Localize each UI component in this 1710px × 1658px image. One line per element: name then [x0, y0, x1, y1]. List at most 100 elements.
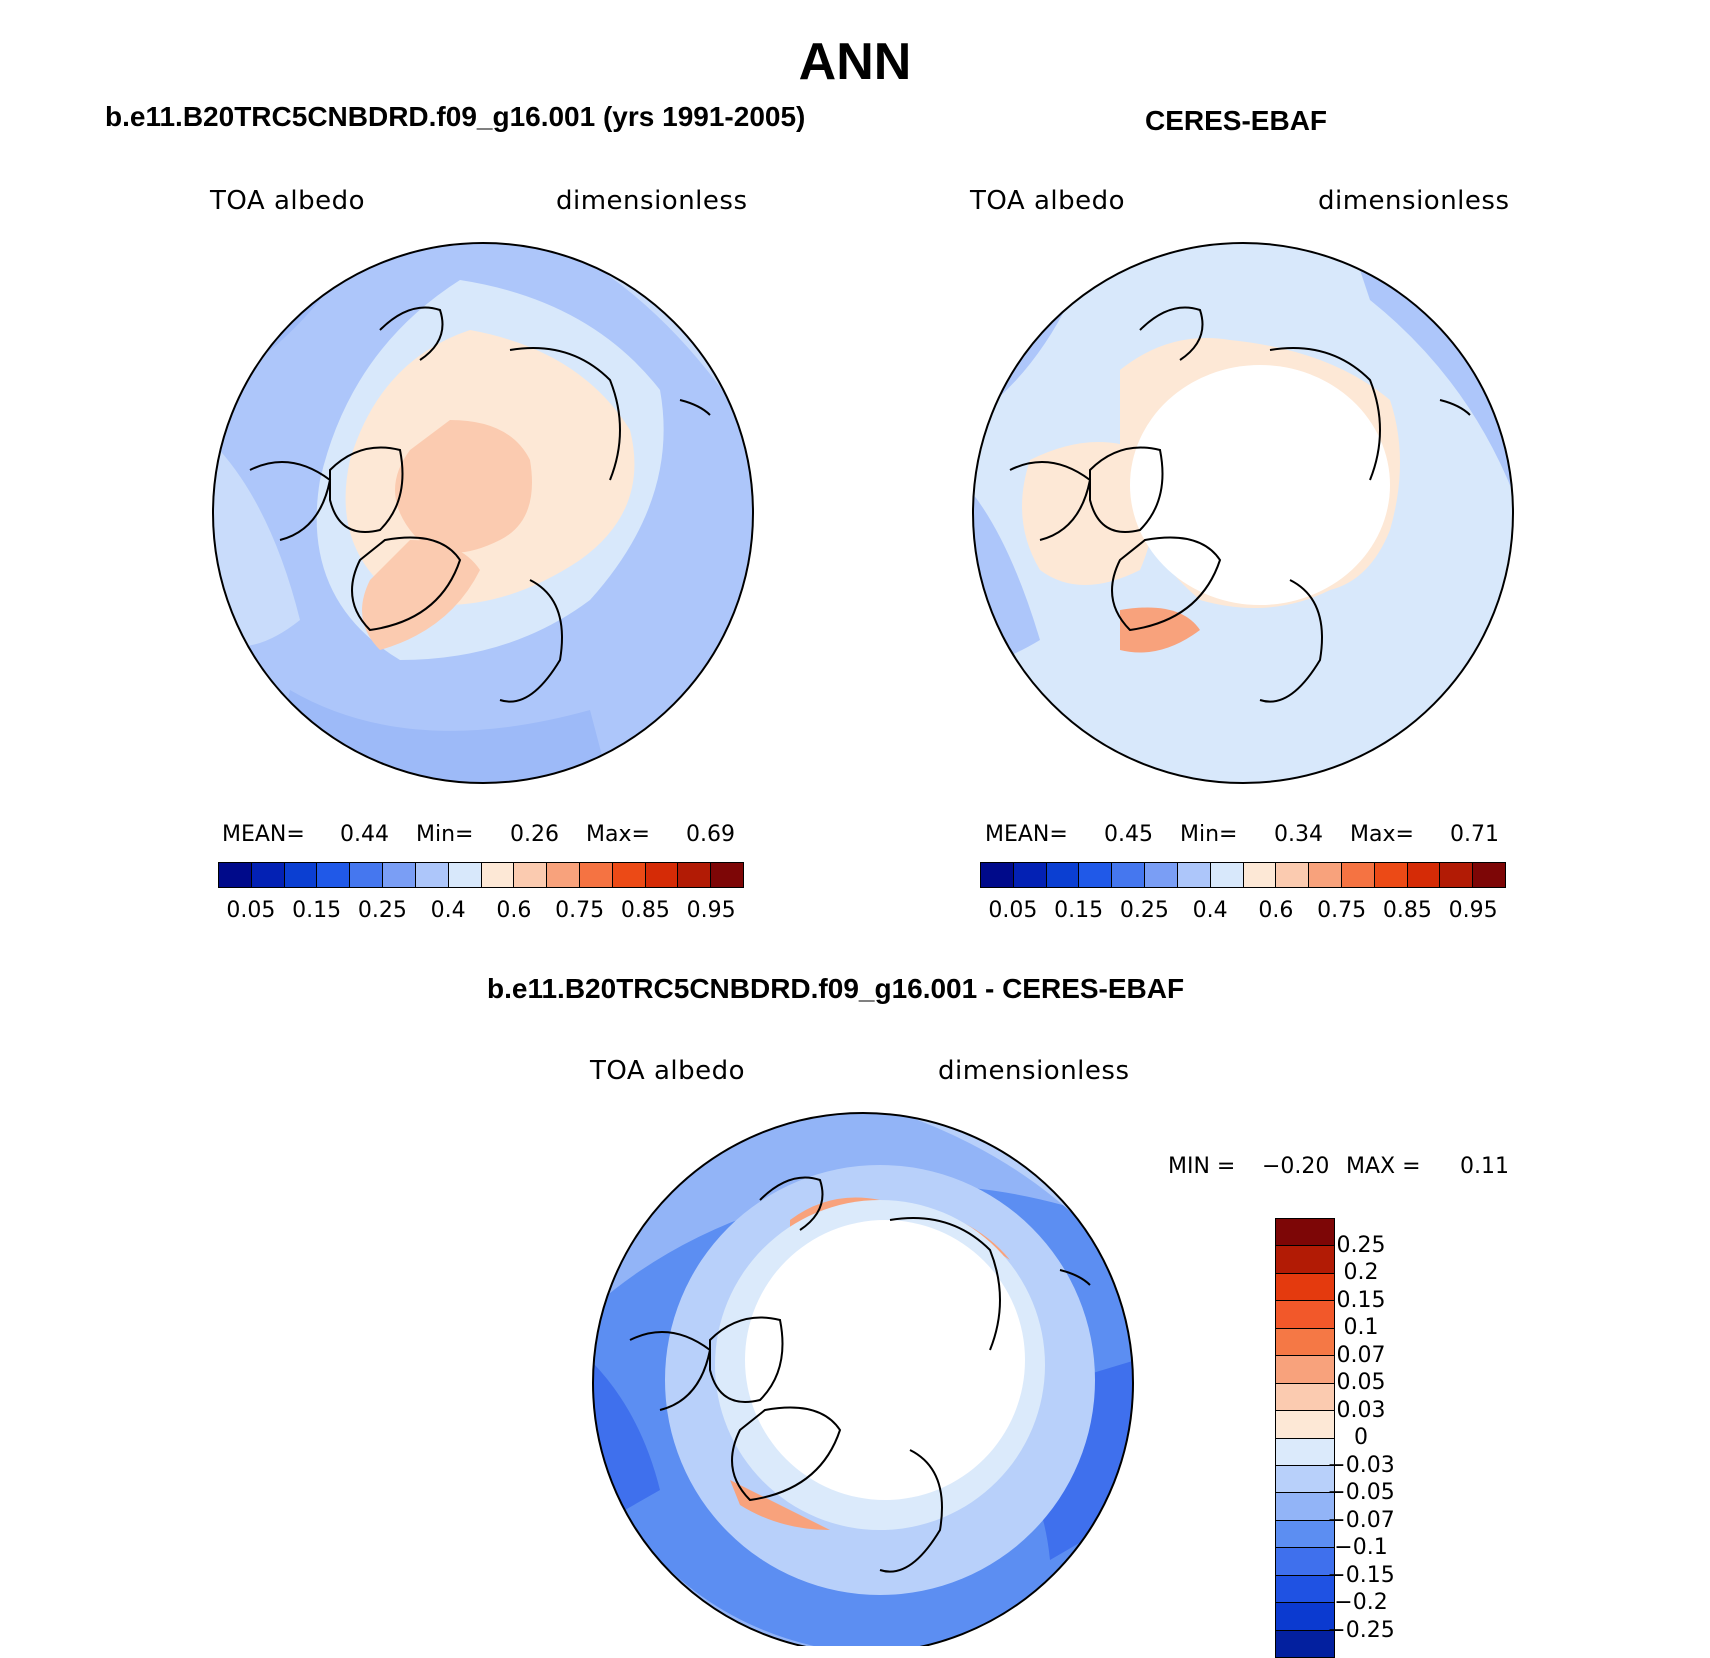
colorbar-swatch: [1276, 1383, 1334, 1412]
colorbar-tick-label: 0.03: [1336, 1397, 1386, 1423]
colorbar-swatch: [711, 863, 743, 887]
obs-min-label: Min=: [1180, 822, 1238, 847]
colorbar-tick-label: 0.15: [1336, 1287, 1386, 1313]
model-min-value: 0.26: [510, 822, 559, 847]
model-variable-label: TOA albedo: [210, 186, 366, 216]
colorbar-tick-label: −0.03: [1327, 1452, 1395, 1478]
colorbar-tick-label: −0.15: [1327, 1562, 1395, 1588]
colorbar-swatch: [415, 863, 449, 887]
colorbar-swatch: [1276, 1328, 1334, 1357]
colorbar-swatch: [1309, 863, 1342, 887]
colorbar-swatch: [1276, 1438, 1334, 1466]
obs-max-label: Max=: [1350, 822, 1414, 847]
difference-max-value: 0.11: [1460, 1154, 1509, 1179]
difference-variable-label: TOA albedo: [590, 1056, 746, 1086]
model-case-title: b.e11.B20TRC5CNBDRD.f09_g16.001 (yrs 199…: [105, 101, 806, 132]
difference-units-label: dimensionless: [938, 1056, 1130, 1086]
model-max-label: Max=: [586, 822, 650, 847]
colorbar-tick-label: 0.25: [1336, 1232, 1386, 1258]
colorbar-tick-label: 0.4: [430, 898, 466, 923]
colorbar-swatch: [1276, 1273, 1334, 1302]
colorbar-swatch: [1210, 863, 1244, 887]
obs-max-value: 0.71: [1450, 822, 1499, 847]
model-max-value: 0.69: [686, 822, 735, 847]
colorbar-swatch: [448, 863, 482, 887]
colorbar-tick-label: 0.4: [1192, 898, 1228, 923]
colorbar-tick-label: 0.15: [1054, 898, 1104, 923]
colorbar-swatch: [317, 863, 351, 887]
colorbar-tick-label: 0.05: [1336, 1370, 1386, 1395]
colorbar-swatch: [1276, 1520, 1334, 1549]
model-colorbar: [218, 862, 744, 888]
colorbar-swatch: [547, 863, 580, 887]
colorbar-swatch: [251, 863, 285, 887]
colorbar-swatch: [1276, 863, 1310, 887]
obs-min-value: 0.34: [1274, 822, 1323, 847]
colorbar-tick-label: −0.25: [1327, 1617, 1395, 1643]
colorbar-swatch: [383, 863, 416, 887]
colorbar-swatch: [1177, 863, 1211, 887]
colorbar-swatch: [1276, 1246, 1334, 1274]
obs-colorbar: [980, 862, 1506, 888]
colorbar-swatch: [1374, 863, 1408, 887]
model-mean-label: MEAN=: [222, 822, 305, 847]
colorbar-tick-label: −0.07: [1327, 1507, 1395, 1533]
difference-title: b.e11.B20TRC5CNBDRD.f09_g16.001 - CERES-…: [487, 973, 1185, 1004]
obs-variable-label: TOA albedo: [970, 186, 1126, 216]
colorbar-swatch: [1243, 863, 1277, 887]
model-units-label: dimensionless: [556, 186, 748, 216]
colorbar-swatch: [1276, 1411, 1334, 1439]
colorbar-tick-label: 0.95: [1448, 898, 1498, 923]
colorbar-swatch: [1079, 863, 1113, 887]
colorbar-swatch: [678, 863, 712, 887]
colorbar-swatch: [1276, 1493, 1334, 1521]
difference-max-label: MAX =: [1346, 1154, 1421, 1179]
colorbar-tick-label: 0.75: [555, 898, 605, 923]
model-colorbar-ticks: 0.05 0.15 0.25 0.4 0.6 0.75 0.85 0.95: [218, 898, 744, 928]
colorbar-swatch: [645, 863, 679, 887]
colorbar-tick-label: 0.85: [1382, 898, 1432, 923]
colorbar-tick-label: 0.1: [1343, 1315, 1379, 1340]
colorbar-tick-label: 0.75: [1317, 898, 1367, 923]
colorbar-swatch: [612, 863, 646, 887]
main-title: ANN: [798, 33, 912, 91]
colorbar-swatch: [1276, 1548, 1334, 1576]
colorbar-tick-label: 0.6: [1258, 898, 1294, 923]
difference-colorbar-ticks: 0.25 0.2 0.15 0.1 0.07 0.05 0.03 0 −0.03 −0.05 −0.…: [1322, 1218, 1412, 1658]
colorbar-tick-label: 0: [1354, 1425, 1368, 1450]
colorbar-swatch: [219, 863, 252, 887]
colorbar-swatch: [1341, 863, 1375, 887]
colorbar-swatch: [481, 863, 515, 887]
colorbar-swatch: [1276, 1465, 1334, 1494]
model-polar-map: [212, 242, 754, 784]
colorbar-swatch: [1276, 1301, 1334, 1329]
colorbar-swatch: [579, 863, 613, 887]
obs-mean-label: MEAN=: [985, 822, 1068, 847]
colorbar-tick-label: 0.85: [620, 898, 670, 923]
colorbar-swatch: [284, 863, 318, 887]
colorbar-swatch: [1112, 863, 1146, 887]
difference-min-label: MIN =: [1168, 1154, 1236, 1179]
colorbar-tick-label: 0.15: [292, 898, 342, 923]
colorbar-swatch: [1276, 1356, 1334, 1384]
colorbar-swatch: [1276, 1219, 1334, 1247]
colorbar-tick-label: −0.1: [1334, 1535, 1388, 1560]
obs-mean-value: 0.45: [1104, 822, 1153, 847]
colorbar-tick-label: 0.2: [1343, 1260, 1379, 1285]
colorbar-tick-label: 0.05: [988, 898, 1038, 923]
difference-polar-map: [592, 1112, 1134, 1646]
colorbar-tick-label: 0.07: [1336, 1342, 1386, 1368]
colorbar-swatch: [1440, 863, 1474, 887]
colorbar-swatch: [1407, 863, 1441, 887]
colorbar-swatch: [1013, 863, 1047, 887]
colorbar-swatch: [1046, 863, 1080, 887]
obs-polar-map: [972, 242, 1514, 784]
colorbar-tick-label: 0.25: [357, 898, 407, 923]
colorbar-tick-label: −0.2: [1334, 1590, 1388, 1615]
colorbar-tick-label: −0.05: [1327, 1480, 1395, 1505]
colorbar-tick-label: 0.25: [1119, 898, 1169, 923]
difference-min-value: −0.20: [1262, 1154, 1330, 1179]
obs-case-title: CERES-EBAF: [1145, 105, 1328, 136]
colorbar-tick-label: 0.05: [226, 898, 276, 923]
colorbar-swatch: [1473, 863, 1505, 887]
